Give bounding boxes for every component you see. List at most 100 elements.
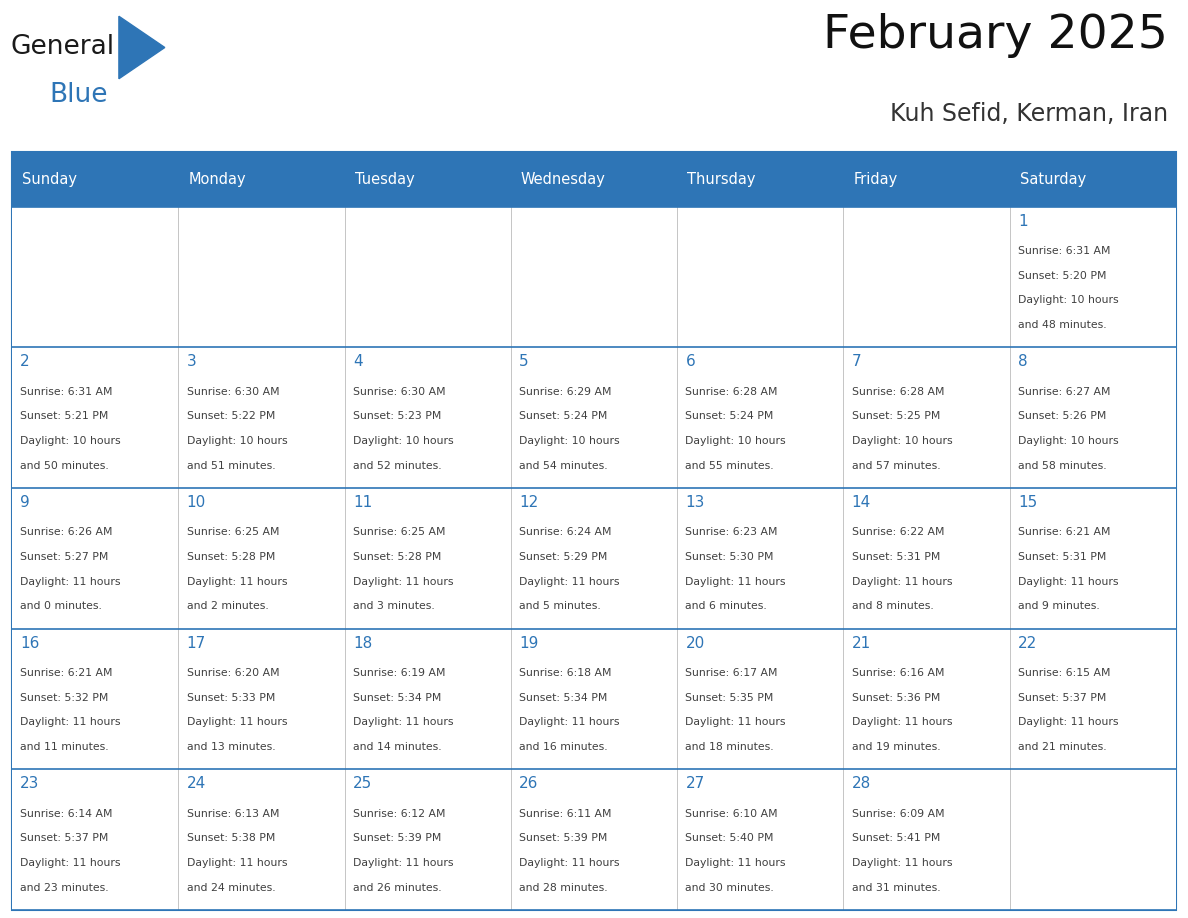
Text: 3: 3 (187, 354, 196, 369)
Text: Sunset: 5:34 PM: Sunset: 5:34 PM (519, 693, 607, 702)
Text: Sunrise: 6:31 AM: Sunrise: 6:31 AM (20, 386, 113, 397)
Text: Blue: Blue (50, 82, 108, 108)
Text: Sunset: 5:25 PM: Sunset: 5:25 PM (852, 411, 940, 421)
Bar (345, 629, 511, 769)
Bar (12, 629, 178, 769)
Text: 7: 7 (852, 354, 861, 369)
Text: Daylight: 11 hours: Daylight: 11 hours (1018, 717, 1119, 727)
Text: Sunset: 5:33 PM: Sunset: 5:33 PM (187, 693, 274, 702)
Text: 25: 25 (353, 777, 372, 791)
Bar (345, 769, 511, 910)
Text: and 6 minutes.: and 6 minutes. (685, 601, 767, 611)
Text: Sunset: 5:31 PM: Sunset: 5:31 PM (1018, 552, 1106, 562)
Text: and 18 minutes.: and 18 minutes. (685, 742, 775, 752)
Text: Sunday: Sunday (21, 172, 77, 186)
Text: Sunset: 5:28 PM: Sunset: 5:28 PM (353, 552, 441, 562)
Text: Daylight: 11 hours: Daylight: 11 hours (187, 717, 287, 727)
Text: Sunset: 5:20 PM: Sunset: 5:20 PM (1018, 271, 1106, 281)
Text: 17: 17 (187, 635, 206, 651)
Text: 10: 10 (187, 495, 206, 510)
Text: and 2 minutes.: and 2 minutes. (187, 601, 268, 611)
Text: Sunset: 5:38 PM: Sunset: 5:38 PM (187, 834, 274, 844)
Bar (1010, 629, 1176, 769)
Text: Daylight: 11 hours: Daylight: 11 hours (187, 577, 287, 587)
Text: Sunrise: 6:12 AM: Sunrise: 6:12 AM (353, 809, 446, 819)
Text: Friday: Friday (853, 172, 898, 186)
Bar (1010, 769, 1176, 910)
Text: Sunset: 5:24 PM: Sunset: 5:24 PM (685, 411, 773, 421)
Text: Daylight: 10 hours: Daylight: 10 hours (1018, 296, 1119, 305)
Text: Sunset: 5:22 PM: Sunset: 5:22 PM (187, 411, 274, 421)
Text: Sunrise: 6:17 AM: Sunrise: 6:17 AM (685, 668, 778, 678)
Text: and 23 minutes.: and 23 minutes. (20, 882, 109, 892)
Text: and 5 minutes.: and 5 minutes. (519, 601, 601, 611)
Text: and 8 minutes.: and 8 minutes. (852, 601, 934, 611)
Bar (677, 488, 843, 629)
Text: Sunset: 5:26 PM: Sunset: 5:26 PM (1018, 411, 1106, 421)
Text: 9: 9 (20, 495, 30, 510)
Text: 19: 19 (519, 635, 538, 651)
Text: Sunrise: 6:27 AM: Sunrise: 6:27 AM (1018, 386, 1111, 397)
Bar (677, 347, 843, 488)
Text: Sunrise: 6:11 AM: Sunrise: 6:11 AM (519, 809, 612, 819)
Text: 26: 26 (519, 777, 538, 791)
Text: Sunrise: 6:22 AM: Sunrise: 6:22 AM (852, 527, 944, 537)
Bar (677, 207, 843, 347)
Text: Daylight: 10 hours: Daylight: 10 hours (519, 436, 620, 446)
Text: Sunrise: 6:10 AM: Sunrise: 6:10 AM (685, 809, 778, 819)
Text: Sunset: 5:29 PM: Sunset: 5:29 PM (519, 552, 607, 562)
Bar (1010, 152, 1176, 207)
Text: Sunset: 5:32 PM: Sunset: 5:32 PM (20, 693, 108, 702)
Text: Sunrise: 6:13 AM: Sunrise: 6:13 AM (187, 809, 279, 819)
Bar (1010, 207, 1176, 347)
Bar (345, 152, 511, 207)
Text: and 30 minutes.: and 30 minutes. (685, 882, 775, 892)
Text: Daylight: 11 hours: Daylight: 11 hours (519, 717, 620, 727)
Text: Daylight: 11 hours: Daylight: 11 hours (852, 577, 953, 587)
Bar (178, 152, 345, 207)
Text: Sunrise: 6:28 AM: Sunrise: 6:28 AM (685, 386, 778, 397)
Bar (1010, 488, 1176, 629)
Text: 15: 15 (1018, 495, 1037, 510)
Text: 13: 13 (685, 495, 704, 510)
Text: Sunset: 5:23 PM: Sunset: 5:23 PM (353, 411, 441, 421)
Bar (843, 769, 1010, 910)
Text: Sunset: 5:37 PM: Sunset: 5:37 PM (20, 834, 108, 844)
Text: Sunset: 5:34 PM: Sunset: 5:34 PM (353, 693, 441, 702)
Text: Sunrise: 6:20 AM: Sunrise: 6:20 AM (187, 668, 279, 678)
Text: Daylight: 11 hours: Daylight: 11 hours (20, 858, 121, 868)
Text: and 48 minutes.: and 48 minutes. (1018, 319, 1107, 330)
Text: Sunrise: 6:15 AM: Sunrise: 6:15 AM (1018, 668, 1111, 678)
Text: Daylight: 10 hours: Daylight: 10 hours (20, 436, 121, 446)
Bar (178, 207, 345, 347)
Text: and 58 minutes.: and 58 minutes. (1018, 461, 1107, 471)
Text: and 0 minutes.: and 0 minutes. (20, 601, 102, 611)
Text: Daylight: 11 hours: Daylight: 11 hours (353, 577, 454, 587)
Text: Sunset: 5:37 PM: Sunset: 5:37 PM (1018, 693, 1106, 702)
Text: Sunrise: 6:31 AM: Sunrise: 6:31 AM (1018, 246, 1111, 256)
Text: 18: 18 (353, 635, 372, 651)
Text: Daylight: 10 hours: Daylight: 10 hours (1018, 436, 1119, 446)
Text: Daylight: 11 hours: Daylight: 11 hours (20, 577, 121, 587)
Text: Daylight: 10 hours: Daylight: 10 hours (685, 436, 786, 446)
Text: Saturday: Saturday (1019, 172, 1086, 186)
Text: and 54 minutes.: and 54 minutes. (519, 461, 608, 471)
Polygon shape (119, 17, 165, 79)
Text: Sunrise: 6:25 AM: Sunrise: 6:25 AM (187, 527, 279, 537)
Text: Daylight: 11 hours: Daylight: 11 hours (685, 717, 786, 727)
Text: Sunset: 5:40 PM: Sunset: 5:40 PM (685, 834, 773, 844)
Text: February 2025: February 2025 (823, 13, 1168, 59)
Text: 8: 8 (1018, 354, 1028, 369)
Bar (511, 207, 677, 347)
Text: and 28 minutes.: and 28 minutes. (519, 882, 608, 892)
Text: and 57 minutes.: and 57 minutes. (852, 461, 941, 471)
Bar (345, 488, 511, 629)
Text: Daylight: 10 hours: Daylight: 10 hours (852, 436, 953, 446)
Text: Thursday: Thursday (687, 172, 756, 186)
Text: Sunrise: 6:19 AM: Sunrise: 6:19 AM (353, 668, 446, 678)
Text: 5: 5 (519, 354, 529, 369)
Text: 22: 22 (1018, 635, 1037, 651)
Text: Tuesday: Tuesday (354, 172, 415, 186)
Text: and 14 minutes.: and 14 minutes. (353, 742, 442, 752)
Text: Sunrise: 6:30 AM: Sunrise: 6:30 AM (353, 386, 446, 397)
